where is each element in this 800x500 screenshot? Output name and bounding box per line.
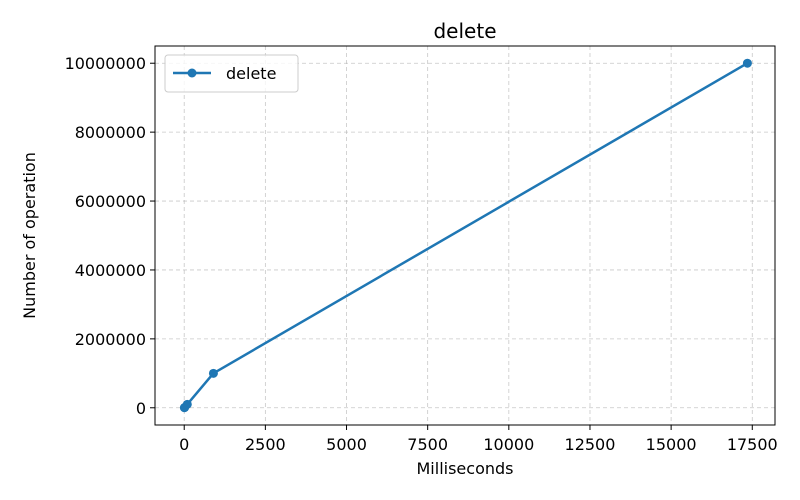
x-tick-label: 12500: [565, 435, 616, 454]
x-tick-label: 15000: [646, 435, 697, 454]
data-point: [182, 399, 192, 409]
series-layer: [179, 58, 752, 413]
legend-box: [164, 54, 299, 93]
plot-frame: [154, 45, 776, 426]
x-axis-label: Milliseconds: [417, 459, 514, 478]
data-point: [742, 58, 752, 68]
y-tick-label: 6000000: [75, 192, 146, 211]
legend-label: delete: [226, 64, 276, 83]
y-tick-label: 2000000: [75, 330, 146, 349]
data-point: [208, 368, 218, 378]
y-tick-label: 4000000: [75, 261, 146, 280]
x-tick-label: 5000: [326, 435, 367, 454]
x-tick-label: 17500: [727, 435, 778, 454]
legend-marker: [187, 68, 197, 78]
x-tick-label: 0: [179, 435, 189, 454]
legend: delete: [164, 54, 299, 93]
x-tick-label: 2500: [245, 435, 286, 454]
y-tick-label: 0: [136, 399, 146, 418]
y-axis-label: Number of operation: [20, 152, 39, 319]
x-tick-label: 7500: [407, 435, 448, 454]
grid: [155, 46, 775, 425]
chart-title: delete: [433, 19, 496, 43]
x-tick-label: 10000: [483, 435, 534, 454]
y-tick-label: 8000000: [75, 123, 146, 142]
series-line: [183, 62, 749, 409]
ticks: 0 2500 5000 7500 10000 12500 15000 17500 0 200000…: [65, 54, 778, 454]
y-tick-label: 10000000: [65, 54, 146, 73]
